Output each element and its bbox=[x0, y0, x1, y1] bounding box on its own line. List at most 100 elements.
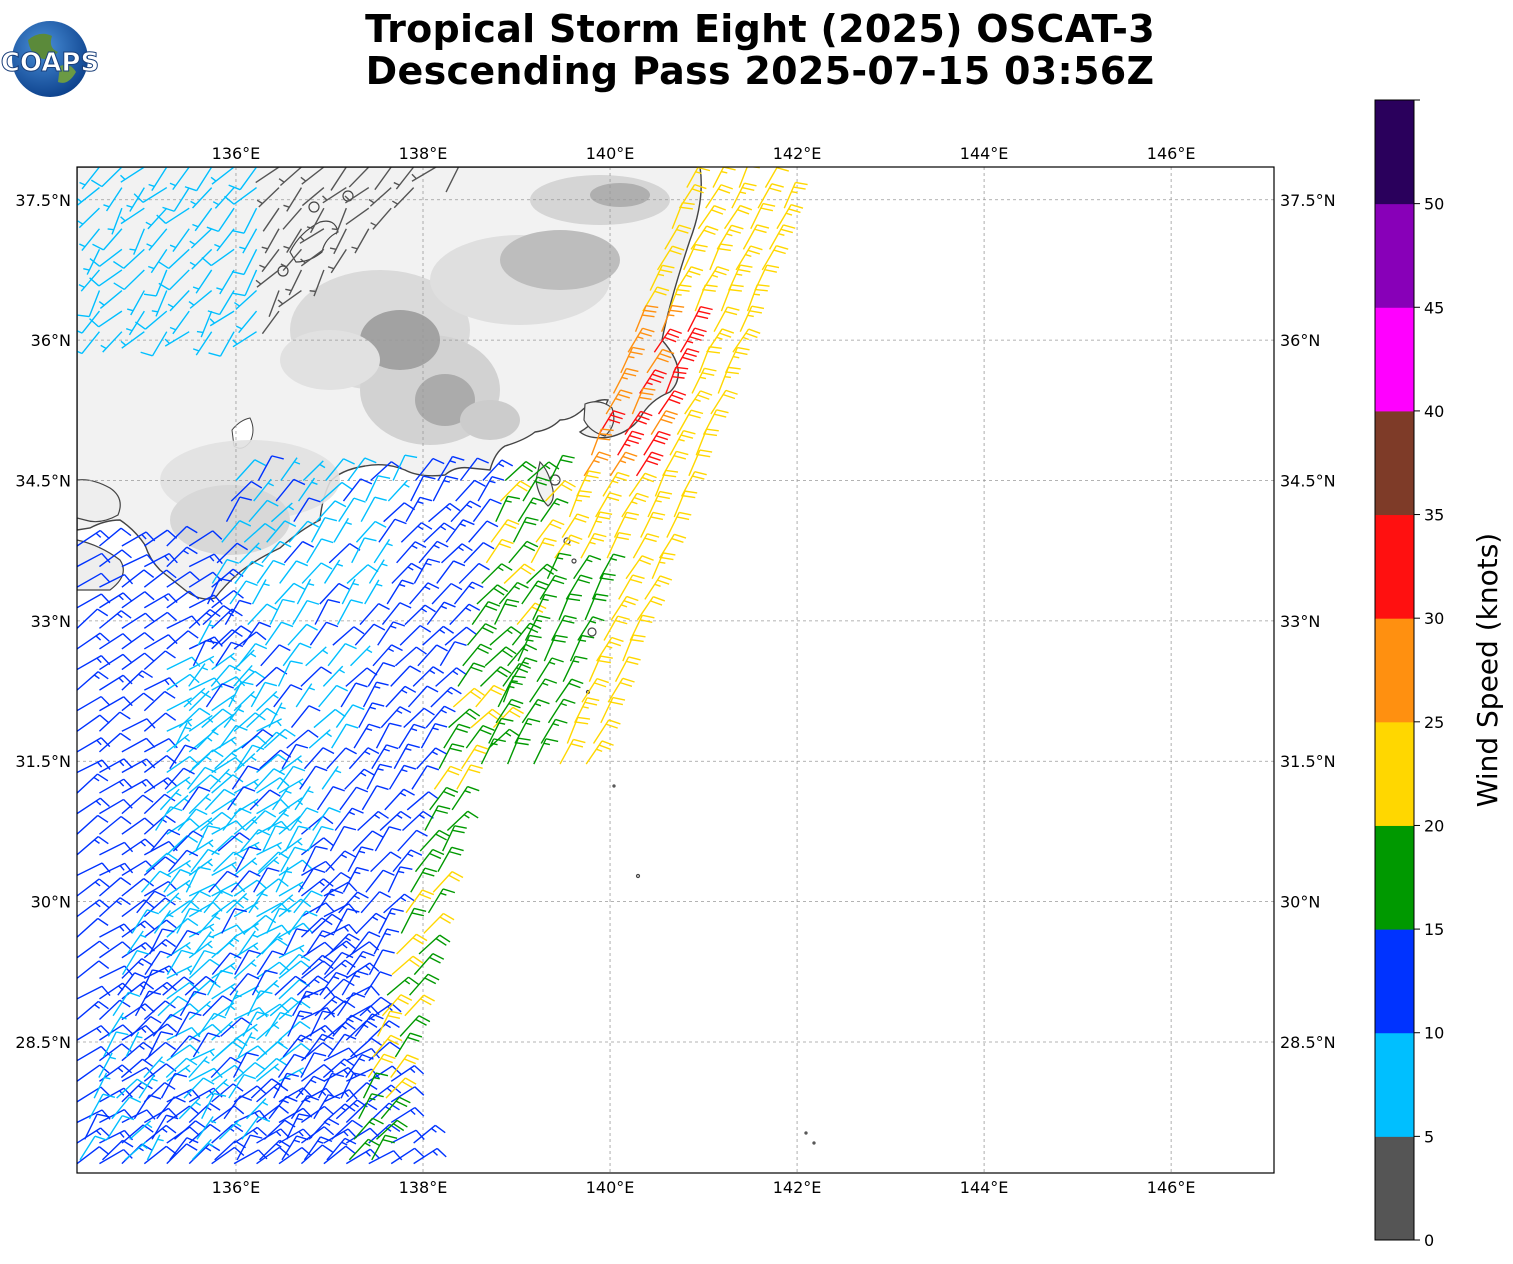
wind-barb bbox=[614, 656, 641, 683]
wind-barb bbox=[636, 596, 666, 621]
wind-barb-half-feather bbox=[229, 1005, 236, 1011]
wind-barb-feather bbox=[183, 767, 195, 775]
wind-barb-feather bbox=[637, 414, 650, 421]
colorbar-segment bbox=[1375, 514, 1414, 619]
wind-barb bbox=[93, 1072, 111, 1099]
wind-barb-feather bbox=[208, 352, 221, 357]
wind-barb-feather bbox=[700, 390, 713, 396]
wind-barb-staff bbox=[168, 248, 190, 269]
wind-barb bbox=[396, 541, 427, 564]
wind-barb-feather bbox=[453, 560, 466, 567]
wind-barb bbox=[338, 891, 369, 914]
wind-barb-feather bbox=[403, 764, 417, 770]
wind-barb-feather bbox=[400, 810, 412, 819]
wind-barb-half-feather bbox=[424, 586, 431, 591]
wind-barb-half-feather bbox=[279, 706, 286, 710]
wind-barb-feather bbox=[124, 862, 134, 874]
wind-barb-feather bbox=[382, 869, 395, 876]
wind-barb bbox=[599, 553, 626, 580]
wind-barb-feather bbox=[306, 807, 319, 814]
wind-barb-staff bbox=[359, 996, 382, 1017]
lon-tick-label-bottom: 144°E bbox=[960, 1178, 1009, 1197]
wind-barb-half-feather bbox=[140, 944, 147, 951]
wind-barb-staff bbox=[189, 950, 205, 975]
wind-barb-feather bbox=[230, 1056, 242, 1065]
wind-barb-feather bbox=[353, 1072, 366, 1077]
wind-barb-staff bbox=[301, 1064, 325, 1082]
wind-barb bbox=[126, 930, 147, 955]
wind-barb-feather bbox=[258, 1007, 268, 1018]
wind-barb bbox=[230, 870, 261, 893]
wind-barb-half-feather bbox=[175, 792, 182, 797]
wind-barb-feather bbox=[145, 1067, 156, 1078]
wind-barb-feather bbox=[422, 889, 435, 896]
wind-barb-half-feather bbox=[276, 844, 282, 850]
wind-barb-feather bbox=[596, 455, 609, 461]
wind-barb-feather bbox=[718, 188, 731, 194]
wind-barb-feather bbox=[629, 578, 643, 584]
wind-barb-staff bbox=[208, 870, 228, 893]
wind-barb bbox=[175, 1011, 202, 1037]
wind-barb bbox=[163, 868, 193, 893]
wind-barb-feather bbox=[438, 829, 451, 837]
wind-barb-half-feather bbox=[344, 195, 351, 201]
wind-barb bbox=[761, 245, 789, 271]
wind-barb-feather bbox=[186, 1057, 198, 1066]
wind-barb-feather bbox=[98, 960, 110, 969]
wind-barb-feather bbox=[496, 584, 509, 593]
wind-barb-feather bbox=[344, 1103, 356, 1112]
wind-barb-feather bbox=[691, 331, 705, 337]
wind-barb bbox=[720, 284, 744, 312]
wind-barb-staff bbox=[318, 685, 338, 708]
wind-barb-feather bbox=[206, 226, 219, 233]
wind-barb bbox=[346, 950, 375, 976]
wind-barb-feather bbox=[89, 277, 100, 287]
wind-barb bbox=[277, 289, 302, 308]
wind-barb bbox=[529, 678, 558, 703]
wind-barb-feather bbox=[628, 656, 641, 661]
wind-barb bbox=[188, 655, 215, 671]
wind-barb-staff bbox=[351, 931, 370, 955]
wind-barb-half-feather bbox=[596, 748, 603, 753]
wind-barb-feather bbox=[343, 978, 355, 987]
wind-barb bbox=[210, 1056, 242, 1079]
wind-barb bbox=[418, 934, 451, 955]
wind-barb-feather bbox=[338, 582, 351, 591]
wind-barb-feather bbox=[445, 475, 459, 480]
wind-barb-feather bbox=[281, 621, 294, 628]
wind-barb bbox=[390, 1054, 419, 1078]
wind-barb-feather bbox=[511, 698, 524, 705]
wind-barb bbox=[278, 1021, 311, 1041]
wind-barb-feather bbox=[235, 724, 248, 731]
wind-barb-staff bbox=[88, 1093, 104, 1120]
wind-barb-staff bbox=[211, 882, 237, 897]
wind-barb-feather bbox=[552, 519, 565, 526]
wind-barb-feather bbox=[451, 743, 465, 748]
wind-barb-feather bbox=[377, 475, 391, 479]
wind-barb-half-feather bbox=[190, 200, 197, 205]
wind-barb-staff bbox=[241, 1116, 259, 1140]
wind-barb-staff bbox=[233, 631, 257, 650]
wind-barb-staff bbox=[79, 1135, 96, 1161]
wind-barb-feather bbox=[352, 704, 365, 711]
wind-barb-staff bbox=[77, 1146, 100, 1165]
wind-barb-half-feather bbox=[276, 936, 283, 941]
wind-barb bbox=[143, 712, 177, 732]
wind-barb bbox=[233, 922, 259, 938]
wind-barb-feather bbox=[476, 744, 489, 750]
wind-barb-half-feather bbox=[417, 501, 424, 505]
wind-barb-staff bbox=[309, 1010, 324, 1037]
wind-barb-staff bbox=[256, 753, 279, 774]
wind-barb-feather bbox=[389, 826, 402, 831]
wind-barb bbox=[224, 187, 257, 205]
wind-barb bbox=[445, 519, 475, 543]
wind-barb-feather bbox=[366, 1102, 378, 1111]
wind-barb bbox=[301, 941, 335, 959]
wind-barb-half-feather bbox=[103, 204, 110, 208]
wind-barb-half-feather bbox=[250, 756, 257, 761]
wind-barb-feather bbox=[728, 228, 742, 234]
wind-barb bbox=[116, 1078, 148, 1099]
wind-barb-feather bbox=[538, 614, 551, 620]
wind-barb-feather bbox=[189, 1126, 200, 1136]
wind-barb bbox=[403, 707, 435, 729]
